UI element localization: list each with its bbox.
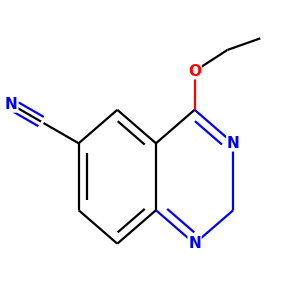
Text: N: N xyxy=(227,136,240,151)
Text: N: N xyxy=(188,236,201,251)
Text: O: O xyxy=(188,64,201,79)
Text: N: N xyxy=(5,97,18,112)
